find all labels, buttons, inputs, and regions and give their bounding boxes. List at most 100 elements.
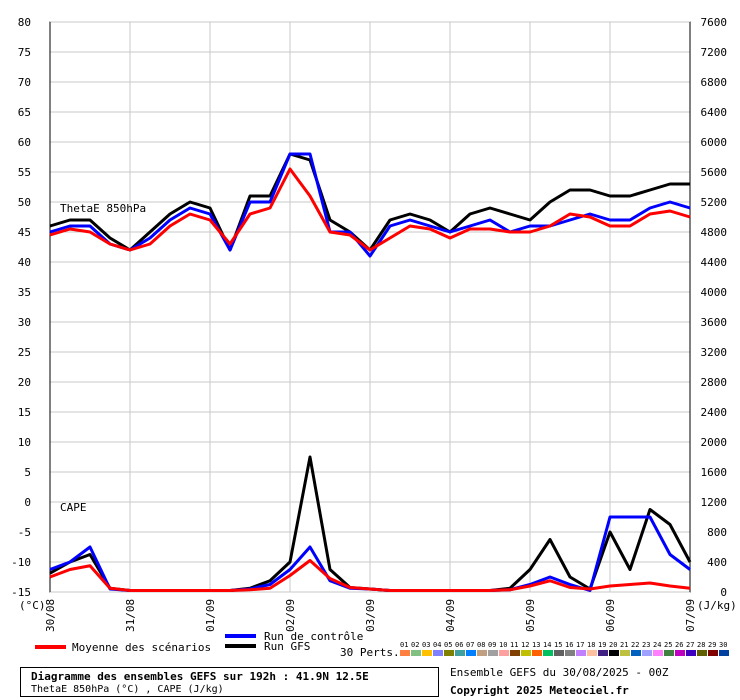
pert-label: 19 xyxy=(598,641,606,649)
left-tick-label: 50 xyxy=(18,196,31,209)
pert-label: 01 xyxy=(400,641,408,649)
pert-label: 25 xyxy=(664,641,672,649)
right-tick-label: 4000 xyxy=(701,286,728,299)
pert-label: 13 xyxy=(532,641,540,649)
footer-title: Diagramme des ensembles GEFS sur 192h : … xyxy=(31,670,369,683)
pert-label: 04 xyxy=(433,641,441,649)
x-tick-label: 01/09 xyxy=(204,599,217,632)
right-tick-label: 6800 xyxy=(701,76,728,89)
pert-swatch xyxy=(543,650,553,656)
pert-swatch xyxy=(653,650,663,656)
series-lines xyxy=(49,152,692,592)
pert-swatch xyxy=(455,650,465,656)
left-tick-label: 20 xyxy=(18,376,31,389)
pert-swatch xyxy=(708,650,718,656)
series-line-thetae xyxy=(49,167,691,252)
pert-swatch xyxy=(664,650,674,656)
pert-label: 18 xyxy=(587,641,595,649)
pert-swatch xyxy=(477,650,487,656)
left-tick-label: 15 xyxy=(18,406,31,419)
pert-label: 08 xyxy=(477,641,485,649)
pert-label: 10 xyxy=(499,641,507,649)
left-tick-label: 30 xyxy=(18,316,31,329)
right-tick-label: 2400 xyxy=(701,406,728,419)
pert-label: 29 xyxy=(708,641,716,649)
pert-swatch xyxy=(444,650,454,656)
legend-control-label: Run de contrôle xyxy=(264,630,363,643)
left-tick-label: 0 xyxy=(24,496,31,509)
pert-label: 07 xyxy=(466,641,474,649)
pert-swatch xyxy=(576,650,586,656)
right-tick-label: 5600 xyxy=(701,166,728,179)
pert-label: 09 xyxy=(488,641,496,649)
pert-swatch xyxy=(631,650,641,656)
right-tick-label: 4400 xyxy=(701,256,728,269)
pert-swatch xyxy=(400,650,410,656)
pert-label: 03 xyxy=(422,641,430,649)
right-tick-label: 1200 xyxy=(701,496,728,509)
pert-label: 11 xyxy=(510,641,518,649)
pert-swatch xyxy=(598,650,608,656)
pert-label: 02 xyxy=(411,641,419,649)
left-tick-label: -5 xyxy=(18,526,31,539)
series-line-cape xyxy=(49,559,691,592)
pert-label: 17 xyxy=(576,641,584,649)
left-tick-label: 75 xyxy=(18,46,31,59)
x-tick-label: 07/09 xyxy=(684,599,697,632)
x-axis-ticks: 30/08 31/08 01/09 02/09 03/09 04/09 05/09 06/09… xyxy=(44,599,697,632)
pert-swatch xyxy=(554,650,564,656)
chart-grid xyxy=(49,21,691,593)
pert-label: 15 xyxy=(554,641,562,649)
x-tick-label: 03/09 xyxy=(364,599,377,632)
pert-swatch xyxy=(587,650,597,656)
pert-label: 16 xyxy=(565,641,573,649)
gefs-ensemble-chart: 80757065605550454035302520151050-5-10-15… xyxy=(11,16,737,659)
right-tick-label: 2800 xyxy=(701,376,728,389)
pert-swatch xyxy=(466,650,476,656)
right-tick-label: 0 xyxy=(720,586,727,599)
pert-swatch xyxy=(719,650,729,656)
left-tick-label: 10 xyxy=(18,436,31,449)
left-tick-label: 65 xyxy=(18,106,31,119)
legend: Moyenne des scénarios Run de contrôle Ru… xyxy=(35,630,729,659)
pert-label: 23 xyxy=(642,641,650,649)
right-tick-label: 400 xyxy=(707,556,727,569)
right-unit-label: (J/kg) xyxy=(697,599,737,612)
pert-label: 27 xyxy=(686,641,694,649)
left-unit-label: (°C) xyxy=(19,599,46,612)
pert-swatch xyxy=(697,650,707,656)
left-tick-label: 80 xyxy=(18,16,31,29)
pert-swatch xyxy=(499,650,509,656)
left-tick-label: -15 xyxy=(11,586,31,599)
perturbation-legend: 01 02 03 04 05 06 07 08 09 10 11 12 13 14 15 16 17 18 19 20… xyxy=(400,641,729,656)
pert-label: 30 xyxy=(719,641,727,649)
x-tick-label: 06/09 xyxy=(604,599,617,632)
pert-label: 26 xyxy=(675,641,683,649)
right-tick-label: 4800 xyxy=(701,226,728,239)
right-tick-label: 7600 xyxy=(701,16,728,29)
left-tick-label: -10 xyxy=(11,556,31,569)
x-tick-label: 05/09 xyxy=(524,599,537,632)
right-tick-label: 800 xyxy=(707,526,727,539)
pert-label: 28 xyxy=(697,641,705,649)
pert-swatch xyxy=(532,650,542,656)
left-tick-label: 40 xyxy=(18,256,31,269)
pert-swatch xyxy=(411,650,421,656)
pert-swatch xyxy=(609,650,619,656)
right-tick-label: 6400 xyxy=(701,106,728,119)
left-tick-label: 5 xyxy=(24,466,31,479)
x-tick-label: 30/08 xyxy=(44,599,57,632)
pert-label: 24 xyxy=(653,641,661,649)
legend-perts-label: 30 Perts. xyxy=(340,646,400,659)
copyright: Copyright 2025 Meteociel.fr xyxy=(450,684,629,697)
left-tick-label: 70 xyxy=(18,76,31,89)
pert-label: 06 xyxy=(455,641,463,649)
right-tick-label: 5200 xyxy=(701,196,728,209)
pert-label: 12 xyxy=(521,641,529,649)
pert-label: 22 xyxy=(631,641,639,649)
ensemble-run-label: Ensemble GEFS du 30/08/2025 - 00Z xyxy=(450,666,669,679)
right-tick-label: 6000 xyxy=(701,136,728,149)
pert-swatch xyxy=(620,650,630,656)
legend-mean-label: Moyenne des scénarios xyxy=(72,641,211,654)
